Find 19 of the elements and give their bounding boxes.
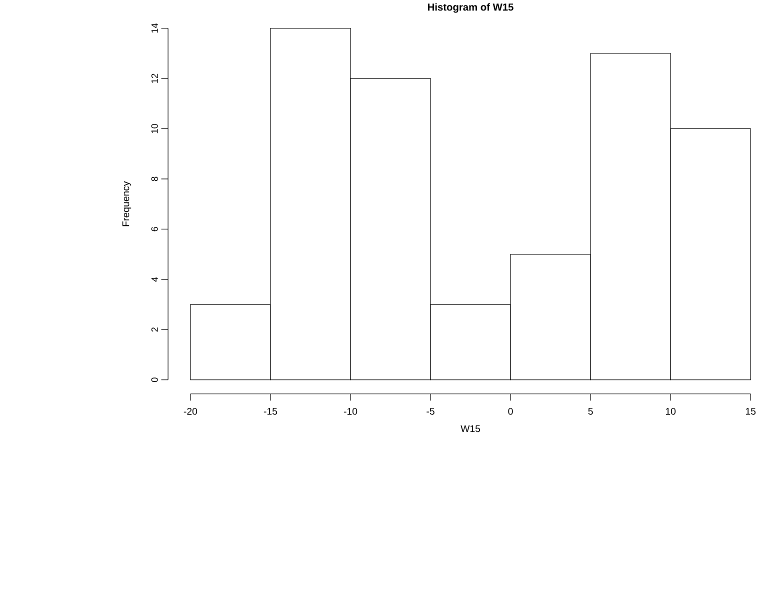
y-tick-label: 12 — [151, 74, 158, 83]
y-tick-label: 8 — [151, 176, 158, 182]
x-tick-label: 5 — [588, 408, 593, 415]
y-tick-label: 10 — [151, 124, 158, 134]
x-tick-label: 0 — [508, 408, 513, 415]
x-tick-label: -15 — [264, 408, 278, 415]
x-tick-label: -5 — [426, 408, 434, 415]
chart-title: Histogram of W15 — [428, 3, 514, 13]
x-tick-label: 10 — [666, 408, 676, 415]
y-tick-label: 0 — [151, 378, 158, 382]
x-tick-label: -10 — [344, 408, 358, 415]
x-axis-title: W15 — [460, 425, 480, 432]
y-tick-label: 4 — [152, 277, 158, 282]
x-tick-label: 15 — [746, 408, 756, 415]
y-tick-label: 14 — [152, 23, 158, 33]
y-axis-title: Frequency — [122, 181, 132, 226]
y-tick-label: 2 — [151, 327, 158, 332]
x-tick-label: -20 — [184, 408, 198, 415]
y-tick-label: 6 — [151, 226, 158, 232]
